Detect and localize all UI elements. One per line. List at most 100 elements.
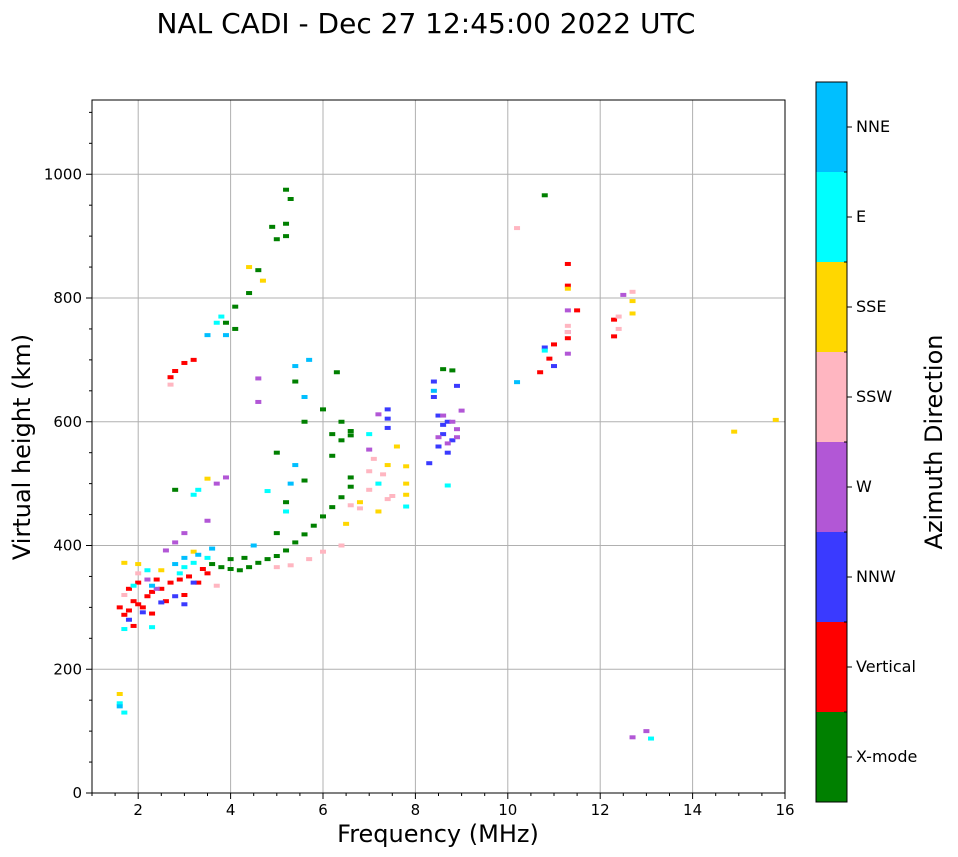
colorbar-segment [816,262,847,352]
series-nnw [125,345,557,622]
data-point [306,557,313,562]
x-axis-label: Frequency (MHz) [337,820,539,848]
x-tick-label: 4 [226,801,236,819]
data-point [320,407,326,412]
data-point [204,518,211,523]
data-point [564,283,571,288]
data-point [384,425,391,430]
data-point [190,560,197,565]
data-point [181,565,188,570]
x-tick-label: 10 [498,801,517,819]
data-point [195,580,202,585]
data-point [199,567,206,572]
data-point [259,278,266,283]
data-point [338,438,345,443]
data-point [218,565,225,570]
data-point [772,417,779,422]
colorbar-label-ssw: SSW [856,387,892,406]
data-point [338,543,345,548]
data-point [167,382,174,387]
data-point [620,292,627,297]
x-axis-ticks: 2 4 6 8 10 12 14 16 [91,793,795,819]
data-point [213,481,220,486]
data-point [204,333,211,338]
data-point [435,444,442,449]
colorbar-label: Azimuth Direction [920,335,948,550]
data-point [375,481,382,486]
data-point [564,286,571,291]
data-point [176,571,183,576]
y-axis-label: Virtual height (km) [8,334,36,560]
data-point [453,427,460,432]
data-point [541,345,548,350]
colorbar-segment [816,622,847,712]
data-point [130,623,137,628]
data-point [186,574,193,579]
data-point [190,580,197,585]
data-point [393,444,400,449]
data-point [375,509,382,514]
data-point [190,357,197,362]
series-x-mode [172,187,548,573]
data-point [283,548,290,553]
data-point [629,311,636,316]
data-point [574,308,581,313]
data-point [139,605,146,610]
data-point [731,429,738,434]
data-point [564,351,571,356]
data-point [564,336,571,341]
data-point [347,475,354,480]
colorbar-label-vertical: Vertical [856,657,916,676]
data-point [158,600,165,605]
data-point [158,586,165,591]
y-axis-ticks: 0 200 400 600 800 1000 [44,111,92,802]
data-point [121,560,128,565]
data-point [172,369,179,374]
data-point [209,546,216,551]
data-point [629,299,636,304]
data-points [116,187,779,741]
x-tick-label: 16 [775,801,794,819]
colorbar-label-e: E [856,207,866,226]
data-point [144,577,151,582]
data-point [283,221,290,226]
data-point [222,475,229,480]
data-point [546,356,553,361]
data-point [255,560,262,565]
y-tick-label: 1000 [44,165,82,183]
data-point [181,360,188,365]
data-point [121,593,128,597]
data-point [135,571,142,576]
data-point [453,383,460,388]
y-tick-label: 600 [53,413,82,431]
data-point [564,308,571,313]
data-point [329,432,336,437]
data-point [301,395,308,399]
data-point [347,484,354,489]
data-point [338,495,345,500]
x-tick-label: 14 [683,801,702,819]
data-point [514,380,521,385]
y-tick-label: 400 [53,537,82,555]
series-vertical [116,261,618,628]
plot-area: 2 4 6 8 10 12 14 16 0 200 400 600 800 1000 [44,99,795,819]
colorbar-label-sse: SSE [856,297,886,316]
x-tick-label: 6 [318,801,328,819]
data-point [125,617,132,622]
data-point [162,599,169,604]
data-point [190,549,197,554]
data-point [172,487,179,492]
series-ssw [121,226,636,597]
data-point [292,379,299,384]
data-point [125,608,132,613]
data-point [449,419,456,424]
colorbar-label-w: W [856,477,872,496]
data-point [444,450,451,455]
data-point [541,348,548,353]
grid-lines [92,100,786,794]
data-point [440,422,447,427]
colorbar-segment [816,352,847,442]
data-point [162,548,169,553]
data-point [347,429,354,434]
